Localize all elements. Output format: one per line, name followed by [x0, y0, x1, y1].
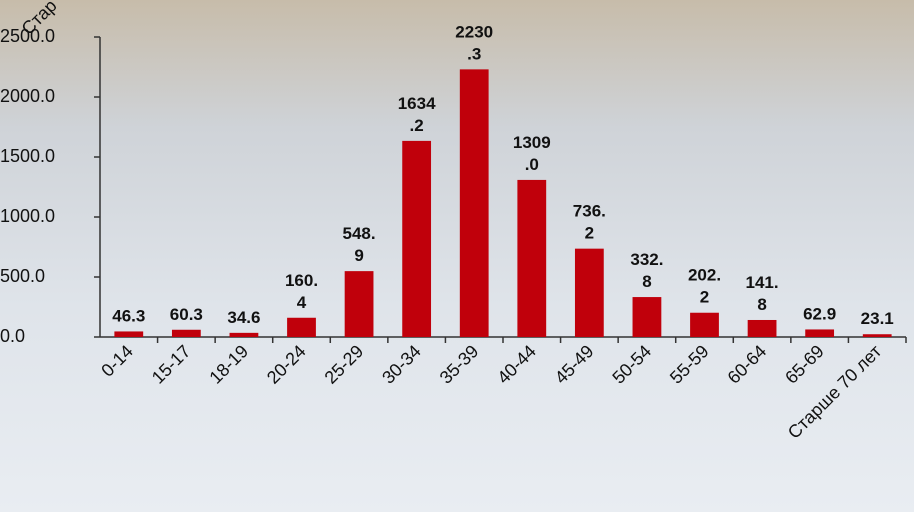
- value-label-line: .3: [467, 45, 481, 64]
- value-label-line: 8: [757, 295, 766, 314]
- value-label-line: 46.3: [112, 307, 145, 326]
- y-tick-label: 2500.0: [0, 26, 55, 46]
- bar: [517, 179, 547, 337]
- y-tick-label: 0.0: [0, 326, 25, 346]
- value-label: 60.3: [170, 305, 203, 324]
- value-label-line: 9: [354, 247, 363, 266]
- value-label: 202. 2: [688, 266, 721, 307]
- value-label: 332. 8: [630, 251, 663, 292]
- value-label: 34.6: [227, 308, 260, 327]
- value-label-line: .0: [525, 155, 539, 174]
- value-label: 46.3: [112, 307, 145, 326]
- value-label-line: 548.: [343, 225, 376, 244]
- bar: [114, 331, 144, 337]
- bar: [344, 271, 374, 337]
- value-label-line: 4: [297, 293, 307, 312]
- value-label-line: 2: [585, 224, 594, 243]
- bar: [287, 317, 316, 337]
- bar: [862, 334, 892, 337]
- bar: [229, 332, 259, 337]
- y-tick-label: 500.0: [0, 266, 45, 286]
- bar: [805, 329, 835, 337]
- bar: [632, 297, 662, 337]
- value-label: 23.1: [861, 310, 894, 329]
- bar: [171, 329, 201, 337]
- value-label-line: 160.: [285, 271, 318, 290]
- value-label: 548. 9: [343, 225, 376, 266]
- bar: [574, 248, 604, 337]
- value-label-line: 34.6: [227, 308, 260, 327]
- value-label-line: 2: [700, 288, 709, 307]
- value-label-line: .2: [410, 116, 424, 135]
- value-label: 736. 2: [573, 202, 606, 243]
- bar: [690, 312, 719, 337]
- value-label-line: 23.1: [861, 310, 894, 329]
- value-label: 141. 8: [746, 273, 779, 314]
- value-label-line: 1634: [398, 94, 436, 113]
- value-label-line: 2230: [455, 23, 493, 42]
- y-tick-label: 2000.0: [0, 86, 55, 106]
- value-label: 1634 .2: [398, 94, 436, 135]
- value-label: 160. 4: [285, 271, 318, 312]
- y-tick-label: 1500.0: [0, 146, 55, 166]
- value-label-line: 60.3: [170, 305, 203, 324]
- value-label-line: 62.9: [803, 305, 836, 324]
- value-label-line: 141.: [746, 273, 779, 292]
- value-label: 62.9: [803, 305, 836, 324]
- bar: [459, 69, 489, 337]
- bar: [402, 140, 432, 337]
- value-label-line: 736.: [573, 202, 606, 221]
- value-label-line: 202.: [688, 266, 721, 285]
- value-label-line: 1309: [513, 133, 551, 152]
- value-label-line: 8: [642, 273, 651, 292]
- y-tick-label: 1000.0: [0, 206, 55, 226]
- value-label: 1309 .0: [513, 133, 551, 174]
- bar: [747, 319, 777, 337]
- value-label: 2230 .3: [455, 23, 493, 64]
- value-label-line: 332.: [630, 251, 663, 270]
